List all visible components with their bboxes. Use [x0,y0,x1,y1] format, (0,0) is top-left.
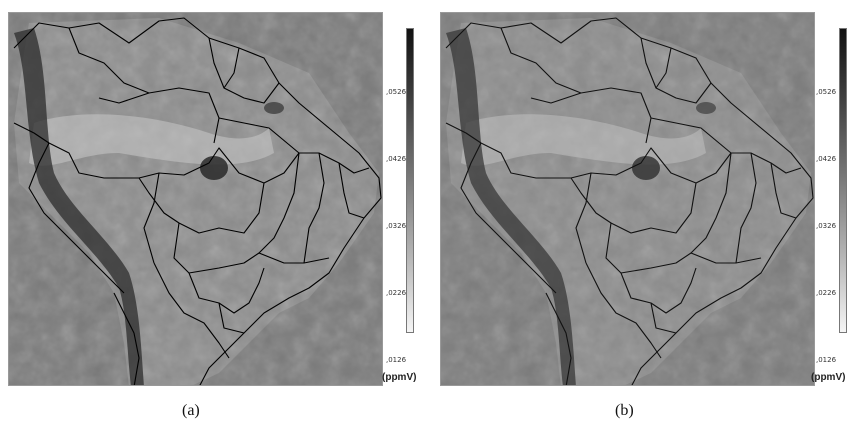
colorbar-b-tick-1: ,0526 [816,88,837,96]
colorbar-b-tick-2: ,0426 [816,155,837,163]
panel-a: ,0526 ,0426 ,0326 ,0226 ,0126 (ppmV) [4,6,420,386]
map-b [440,12,815,386]
colorbar-a-tick-5: ,0126 [386,356,407,364]
colorbar-b-tick-4: ,0226 [816,289,837,297]
colorbar-b-tick-5: ,0126 [816,356,837,364]
caption-a: (a) [182,402,200,419]
colorbar-a-tick-1: ,0526 [386,88,407,96]
colorbar-b-tick-3: ,0326 [816,222,837,230]
panel-b: ,0526 ,0426 ,0326 ,0226 ,0126 (ppmV) [436,6,849,386]
map-a-graphic [9,13,383,386]
colorbar-a [406,28,414,333]
map-b-graphic [441,13,814,385]
colorbar-a-tick-4: ,0226 [386,289,407,297]
colorbar-a-tick-2: ,0426 [386,155,407,163]
colorbar-b [839,28,847,333]
colorbar-b-unit: (ppmV) [811,372,846,383]
map-a [8,12,383,386]
colorbar-a-unit: (ppmV) [382,372,417,383]
caption-b: (b) [615,402,634,419]
colorbar-a-tick-3: ,0326 [386,222,407,230]
